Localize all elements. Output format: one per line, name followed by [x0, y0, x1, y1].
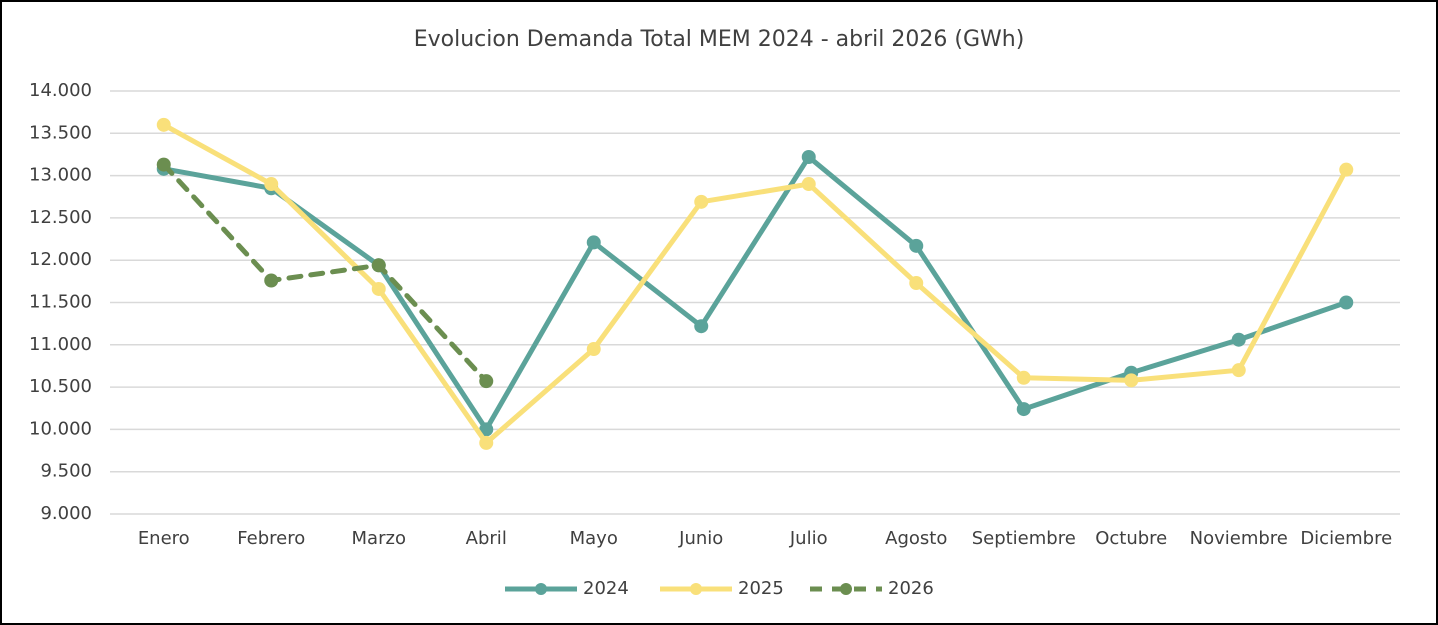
data-point	[694, 319, 709, 334]
y-tick-label: 12.500	[29, 207, 92, 228]
y-tick-label: 11.000	[29, 334, 92, 355]
series-line	[161, 122, 1349, 446]
data-point	[156, 117, 171, 132]
legend-marker	[840, 583, 852, 595]
legend-label: 2026	[888, 578, 934, 599]
data-point	[1124, 373, 1139, 388]
x-tick-label: Agosto	[885, 528, 947, 549]
x-tick-label: Abril	[466, 528, 507, 549]
y-tick-label: 11.500	[29, 292, 92, 313]
y-tick-label: 10.500	[29, 376, 92, 397]
series-line	[161, 154, 1349, 432]
y-tick-label: 13.000	[29, 165, 92, 186]
x-tick-label: Julio	[789, 528, 828, 549]
data-point	[586, 235, 601, 250]
legend-marker	[535, 583, 547, 595]
y-tick-label: 10.000	[29, 418, 92, 439]
x-tick-label: Enero	[138, 528, 190, 549]
data-point	[909, 238, 924, 253]
data-point	[1231, 363, 1246, 378]
legend-marker	[690, 583, 702, 595]
chart-title: Evolucion Demanda Total MEM 2024 - abril…	[414, 27, 1025, 52]
data-point	[801, 177, 816, 192]
data-point	[1339, 295, 1354, 310]
data-point	[264, 273, 279, 288]
legend-label: 2025	[738, 578, 784, 599]
x-tick-label: Septiembre	[972, 528, 1076, 549]
y-tick-label: 9.000	[40, 503, 92, 524]
data-point	[1016, 370, 1031, 385]
y-tick-label: 13.500	[29, 122, 92, 143]
data-point	[371, 281, 386, 296]
data-point	[1231, 332, 1246, 347]
data-point	[264, 177, 279, 192]
data-point	[479, 422, 494, 437]
data-point	[694, 194, 709, 209]
x-tick-label: Marzo	[352, 528, 406, 549]
x-tick-label: Diciembre	[1300, 528, 1392, 549]
y-tick-label: 9.500	[40, 461, 92, 482]
data-point	[801, 149, 816, 164]
x-tick-label: Febrero	[237, 528, 305, 549]
data-point	[909, 276, 924, 291]
x-tick-label: Noviembre	[1190, 528, 1288, 549]
data-point	[371, 258, 386, 273]
x-tick-label: Mayo	[570, 528, 618, 549]
x-tick-label: Junio	[678, 528, 723, 549]
y-tick-label: 12.000	[29, 249, 92, 270]
data-point	[1016, 402, 1031, 417]
data-point	[479, 435, 494, 450]
series-line	[161, 162, 489, 384]
y-tick-label: 14.000	[29, 80, 92, 101]
data-point	[586, 342, 601, 357]
legend-label: 2024	[583, 578, 629, 599]
data-point	[156, 157, 171, 172]
x-tick-label: Octubre	[1095, 528, 1167, 549]
data-point	[1339, 162, 1354, 177]
data-point	[479, 374, 494, 389]
